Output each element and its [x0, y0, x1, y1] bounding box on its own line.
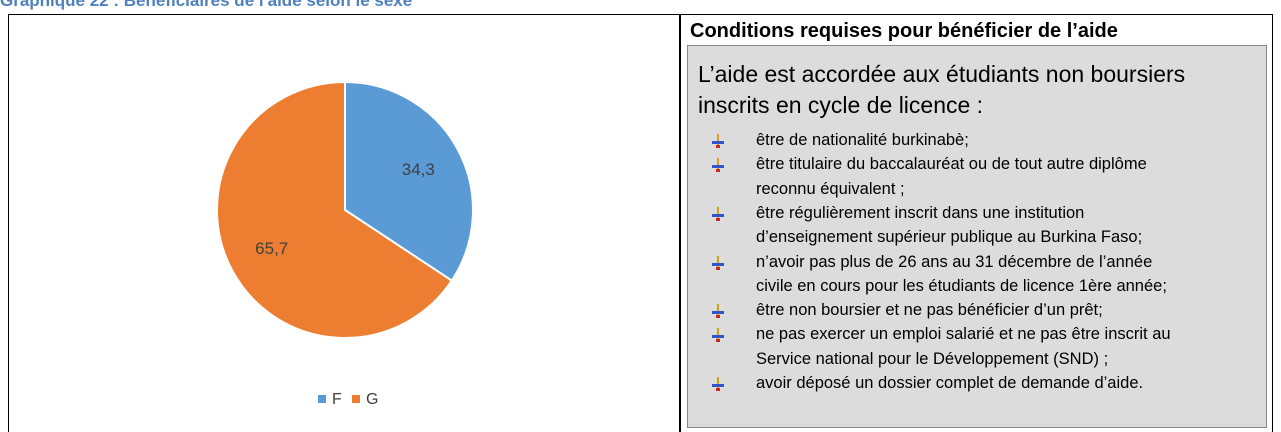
pie-chart: 34,3 65,7 F G — [216, 80, 474, 408]
condition-item: civile en cours pour les étudiants de li… — [756, 276, 1167, 295]
intro-line: inscrits en cycle de licence : — [698, 92, 984, 118]
bullet-icon — [712, 134, 724, 148]
panel-heading: Conditions requises pour bénéficier de l… — [690, 20, 1118, 42]
conditions-cell — [680, 14, 1273, 432]
bullet-icon — [712, 304, 724, 319]
bullet-icon — [712, 328, 724, 343]
legend-swatch — [318, 395, 326, 403]
condition-item: être de nationalité burkinabè; — [756, 131, 969, 149]
legend-label: G — [366, 391, 378, 408]
condition-item: être non boursier et ne pas bénéficier d… — [756, 301, 1103, 320]
pie-slice — [216, 80, 454, 339]
bullet-icon — [712, 255, 724, 270]
bullet-icon — [712, 377, 724, 391]
data-label: 65,7 — [255, 239, 288, 258]
bullet-icon — [712, 158, 724, 173]
condition-item: ne pas exercer un emploi salarié et ne p… — [756, 325, 1171, 344]
condition-item: reconnu équivalent ; — [756, 179, 905, 198]
figure-title: Graphique 22 : Bénéficiaires de l'aide s… — [0, 0, 413, 10]
legend-label: F — [332, 391, 342, 408]
chart-cell — [8, 14, 680, 432]
condition-item: être titulaire du baccalauréat ou de tou… — [756, 155, 1147, 174]
condition-item: d’enseignement supérieur publique au Bur… — [756, 228, 1143, 247]
condition-item: avoir déposé un dossier complet de deman… — [756, 374, 1144, 392]
bullet-icon — [712, 206, 724, 221]
legend-swatch — [352, 395, 360, 403]
condition-item: n’avoir pas plus de 26 ans au 31 décembr… — [756, 252, 1153, 271]
data-label: 34,3 — [402, 160, 435, 179]
intro-line: L’aide est accordée aux étudiants non bo… — [698, 61, 1186, 87]
conditions-box — [687, 45, 1267, 428]
condition-item: Service national pour le Développement (… — [756, 349, 1109, 368]
condition-item: être régulièrement inscrit dans une inst… — [756, 203, 1085, 222]
